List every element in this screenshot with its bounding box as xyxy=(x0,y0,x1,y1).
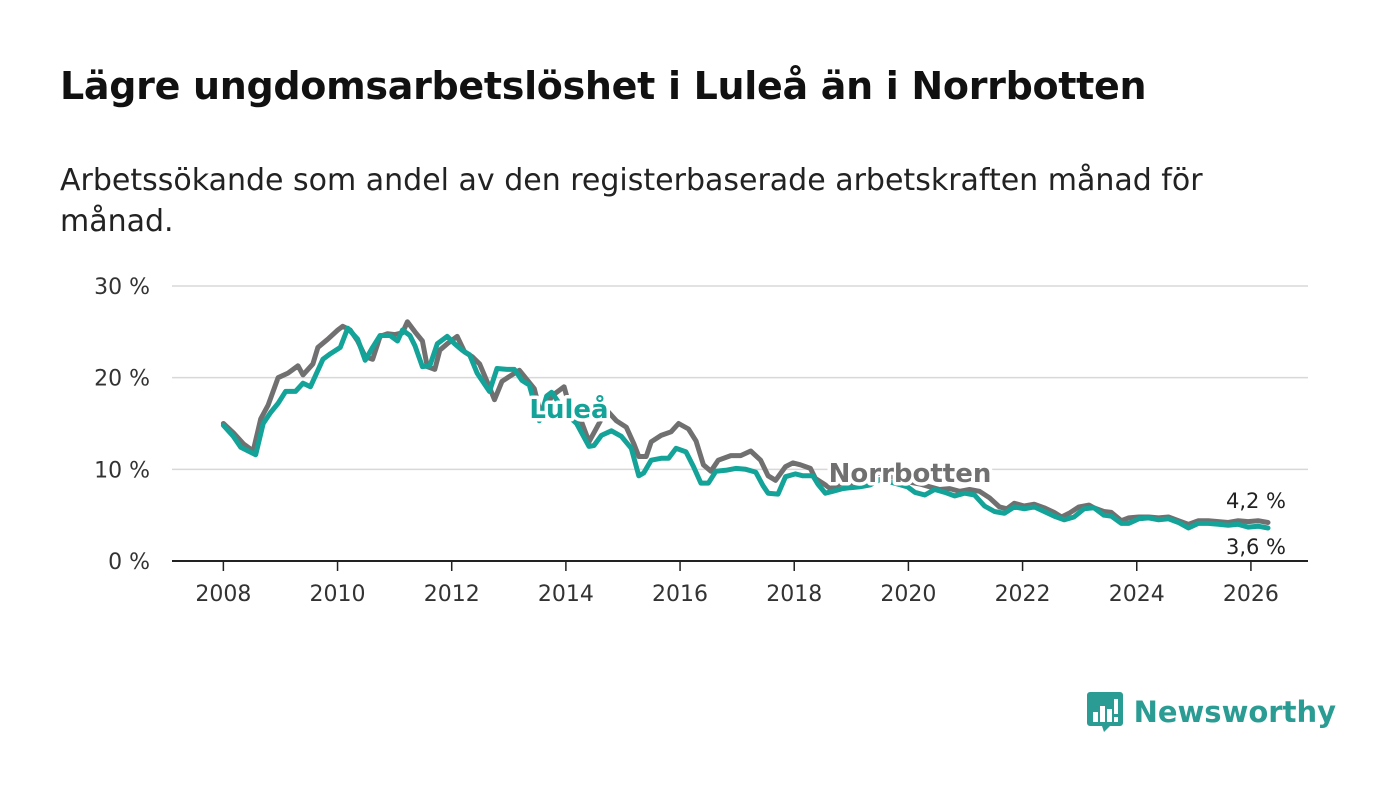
y-tick-label: 10 % xyxy=(94,458,150,483)
chart-subtitle: Arbetssökande som andel av den registerb… xyxy=(60,163,1203,239)
x-tick-label: 2016 xyxy=(652,582,708,607)
line-chart: 0 % 10 % 20 % 30 % 2008 2010 2012 2014 2016 2018… xyxy=(94,275,1308,607)
brand-name: Newsworthy xyxy=(1133,695,1336,729)
chart-title: Lägre ungdomsarbetslöshet i Luleå än i N… xyxy=(60,64,1147,108)
series-label-norrbotten: Norrbotten xyxy=(829,459,992,489)
x-tick-label: 2022 xyxy=(995,582,1051,607)
x-tick-label: 2014 xyxy=(538,582,594,607)
newsworthy-logo-icon xyxy=(1086,692,1123,732)
series-line-norrbotten xyxy=(220,319,1271,527)
brand-logo: Newsworthy xyxy=(1086,690,1336,734)
x-tick-label: 2008 xyxy=(195,582,251,607)
end-value-label-norrbotten: 4,2 % xyxy=(1226,489,1286,513)
gridlines xyxy=(172,285,1308,562)
series-lines xyxy=(220,319,1271,531)
x-tick-label: 2026 xyxy=(1223,582,1279,607)
x-tick-label: 2012 xyxy=(424,582,480,607)
x-tick-label: 2024 xyxy=(1109,582,1165,607)
series-label-lulea: Luleå xyxy=(529,393,608,425)
y-axis-ticks: 0 % 10 % 20 % 30 % xyxy=(94,275,150,575)
series-line-lulea xyxy=(220,325,1271,531)
x-tick-label: 2018 xyxy=(766,582,822,607)
end-value-label-lulea: 3,6 % xyxy=(1226,535,1286,559)
y-tick-label: 20 % xyxy=(94,367,150,392)
x-tick-label: 2020 xyxy=(880,582,936,607)
x-tick-label: 2010 xyxy=(310,582,366,607)
y-tick-label: 30 % xyxy=(94,275,150,300)
series-labels: Norrbotten 4,2 % Luleå 3,6 % xyxy=(526,390,1289,563)
x-axis-ticks: 2008 2010 2012 2014 2016 2018 2020 2022 2024 2026 xyxy=(195,561,1279,607)
y-tick-label: 0 % xyxy=(108,550,150,575)
